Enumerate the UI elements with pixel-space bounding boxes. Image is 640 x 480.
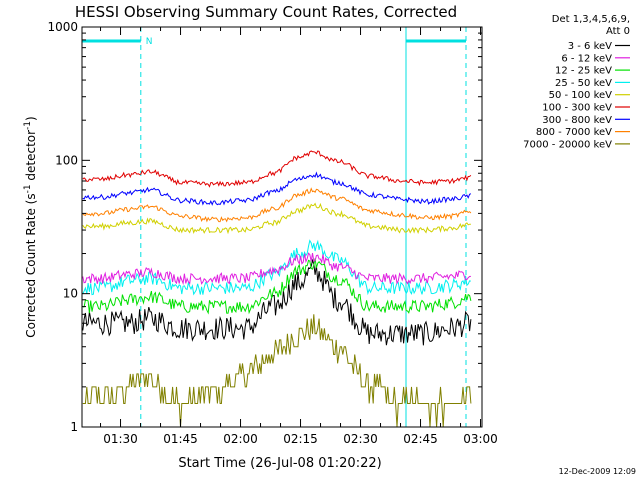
y-axis-label: Corrected Count Rate (s-1 detector-1) (23, 116, 38, 337)
legend-label: 25 - 50 keV (555, 78, 612, 89)
x-tick-label: 01:45 (163, 432, 198, 446)
y-tick-label: 1000 (47, 20, 78, 34)
plot-frame (81, 26, 483, 428)
y-tick-label: 10 (63, 287, 78, 301)
x-tick-label: 02:45 (403, 432, 438, 446)
series-line-3-6-kev (82, 258, 472, 346)
series-line-6-12-kev (82, 252, 471, 286)
x-axis: 01:30 01:45 02:00 02:15 02:30 02:45 03:00 (100, 27, 498, 446)
footer-timestamp: 12-Dec-2009 12:09 (559, 467, 636, 476)
legend-label: 12 - 25 keV (555, 66, 612, 77)
series-line-100-300-kev (82, 150, 472, 188)
plot-area: N (81, 27, 472, 428)
legend-header-1: Det 1,3,4,5,6,9, (552, 14, 630, 25)
legend-header-2: Att 0 (606, 26, 630, 37)
y-tick-label: 100 (55, 153, 78, 167)
legend-label: 7000 - 20000 keV (523, 139, 612, 150)
legend-label: 300 - 800 keV (542, 115, 612, 126)
series-line-12-25-kev (82, 258, 472, 315)
legend-label: 800 - 7000 keV (536, 127, 612, 138)
marker-label: N (146, 37, 153, 47)
x-tick-label: 02:00 (223, 432, 258, 446)
legend-label: 6 - 12 keV (561, 53, 612, 64)
x-tick-label: 03:00 (463, 432, 498, 446)
x-tick-label: 02:15 (283, 432, 318, 446)
series-line-7000-20000-kev (82, 314, 472, 428)
series-line-25-50-kev (82, 239, 472, 296)
legend-label: 100 - 300 keV (542, 103, 612, 114)
series-line-800-7000-kev (82, 187, 472, 223)
chart-title: HESSI Observing Summary Count Rates, Cor… (75, 3, 457, 21)
legend-label: 50 - 100 keV (549, 90, 613, 101)
y-axis: 1 10 100 1000 (47, 20, 482, 434)
legend-label: 3 - 6 keV (568, 41, 612, 52)
y-tick-label: 1 (70, 420, 78, 434)
x-tick-label: 01:30 (103, 432, 138, 446)
series-line-50-100-kev (82, 202, 471, 235)
x-axis-label: Start Time (26-Jul-08 01:20:22) (178, 456, 381, 471)
x-tick-label: 02:30 (343, 432, 378, 446)
series-line-300-800-kev (82, 171, 472, 206)
